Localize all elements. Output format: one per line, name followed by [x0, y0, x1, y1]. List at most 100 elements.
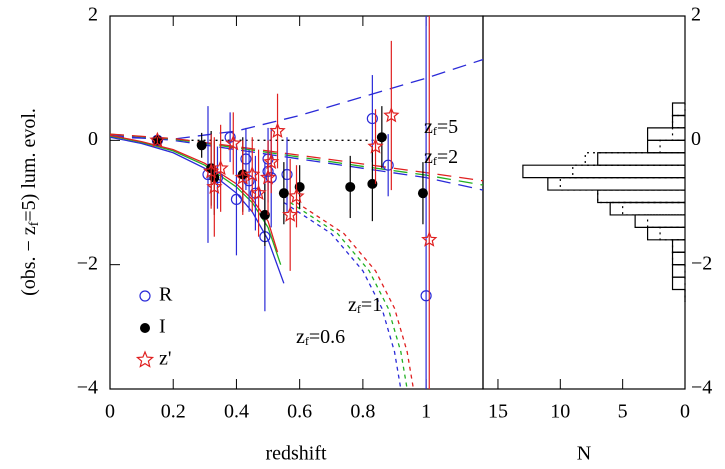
hist-bar	[609, 201, 685, 216]
y-tick-label: −2	[77, 252, 98, 274]
hist-bar	[671, 127, 685, 141]
point-z	[421, 231, 438, 247]
hist-bar	[671, 102, 685, 117]
legend-marker	[140, 323, 150, 333]
annotation-part: z	[348, 294, 357, 316]
hist-bar	[584, 152, 685, 166]
hist-bar	[646, 127, 685, 141]
point-i	[196, 140, 207, 151]
point-r	[366, 112, 378, 125]
x-tick-label: 0.8	[350, 401, 375, 423]
hist-bar	[597, 152, 685, 166]
annotation-sub: f	[433, 124, 437, 138]
x-tick-label: 0	[105, 401, 115, 423]
annotation: zf=1	[348, 294, 382, 316]
legend-label: I	[159, 316, 166, 338]
x-tick-label: 0.6	[287, 401, 312, 423]
point-i	[259, 209, 270, 220]
hist-bar	[659, 226, 685, 241]
hist-bar	[671, 239, 685, 253]
hist-bar	[659, 139, 685, 154]
legend-label: R	[159, 284, 173, 306]
point-z	[206, 178, 223, 194]
point-z	[225, 134, 242, 151]
hist-bar	[671, 114, 685, 129]
annotation-part: =2	[437, 146, 458, 168]
x-tick-label: 5	[618, 401, 628, 423]
hist-bar	[634, 214, 685, 228]
hist-x-axis-label: N	[577, 443, 591, 465]
point-z	[288, 187, 305, 204]
y-axis-label: (obs. − zf=5) lum. evol.	[18, 108, 43, 296]
legend-marker	[135, 350, 155, 368]
hist-bar	[559, 177, 685, 191]
point-i	[367, 178, 378, 189]
hist-bar	[671, 239, 685, 253]
annotation-sub: f	[357, 302, 361, 316]
hist-bar	[646, 139, 685, 154]
point-r	[224, 131, 236, 143]
point-z	[383, 106, 400, 123]
hist-bar	[646, 226, 685, 241]
point-z	[212, 159, 229, 176]
point-z	[244, 165, 261, 182]
point-z	[202, 162, 220, 179]
hist-bar	[572, 164, 685, 179]
hist-bar	[671, 276, 685, 291]
y-tick-label: 2	[691, 4, 701, 26]
point-r	[240, 153, 252, 165]
hist-bar	[547, 177, 685, 191]
annotation-sub: f	[305, 334, 309, 348]
x-tick-label: 0.2	[161, 401, 186, 423]
hist-bar	[646, 214, 685, 228]
y-tick-label: 2	[88, 4, 98, 26]
point-z	[281, 206, 299, 222]
annotation-part: z	[296, 326, 305, 348]
y-label-part: (obs. − z	[18, 226, 40, 296]
model-curve	[283, 201, 402, 389]
y-tick-label: −4	[691, 377, 712, 399]
point-z	[263, 153, 280, 170]
y-tick-label: −2	[691, 252, 712, 274]
annotation-part: z	[424, 116, 433, 138]
annotation-sub: f	[433, 154, 437, 168]
point-i	[278, 188, 289, 199]
point-z	[367, 137, 384, 154]
point-i	[417, 188, 428, 199]
hist-bar	[671, 114, 685, 129]
annotation: zf=2	[424, 146, 458, 168]
x-axis-label: redshift	[265, 443, 327, 465]
annotation: zf=5	[424, 116, 458, 138]
point-r	[281, 168, 293, 181]
legend-marker	[139, 290, 151, 302]
annotation-part: =5	[437, 116, 458, 138]
point-z	[149, 131, 166, 148]
point-z	[234, 169, 251, 185]
y-label-sub: f	[27, 221, 42, 226]
annotation-part: =1	[361, 294, 382, 316]
x-tick-label: 0.4	[224, 401, 249, 423]
hist-bar	[671, 251, 685, 266]
hist-bar	[671, 251, 685, 266]
y-tick-label: −4	[77, 377, 98, 399]
hist-bar	[671, 264, 685, 278]
point-z	[250, 184, 267, 201]
x-tick-label: 1	[421, 401, 431, 423]
hist-bar	[622, 201, 685, 216]
hist-bar	[597, 189, 685, 204]
point-r	[230, 193, 243, 205]
x-tick-label: 0	[680, 401, 690, 423]
point-r	[382, 159, 394, 171]
annotation: zf=0.6	[296, 326, 345, 348]
x-tick-label: 15	[488, 401, 508, 423]
hist-bar	[522, 164, 685, 179]
legend-label: z'	[159, 348, 171, 370]
point-i	[345, 181, 356, 192]
x-tick-label: 10	[550, 401, 570, 423]
y-tick-label: 0	[88, 128, 98, 150]
y-label-part: =5) lum. evol.	[18, 108, 40, 222]
point-z	[269, 122, 286, 138]
point-z	[259, 169, 277, 185]
point-i	[376, 132, 387, 143]
hist-bar	[597, 189, 685, 204]
